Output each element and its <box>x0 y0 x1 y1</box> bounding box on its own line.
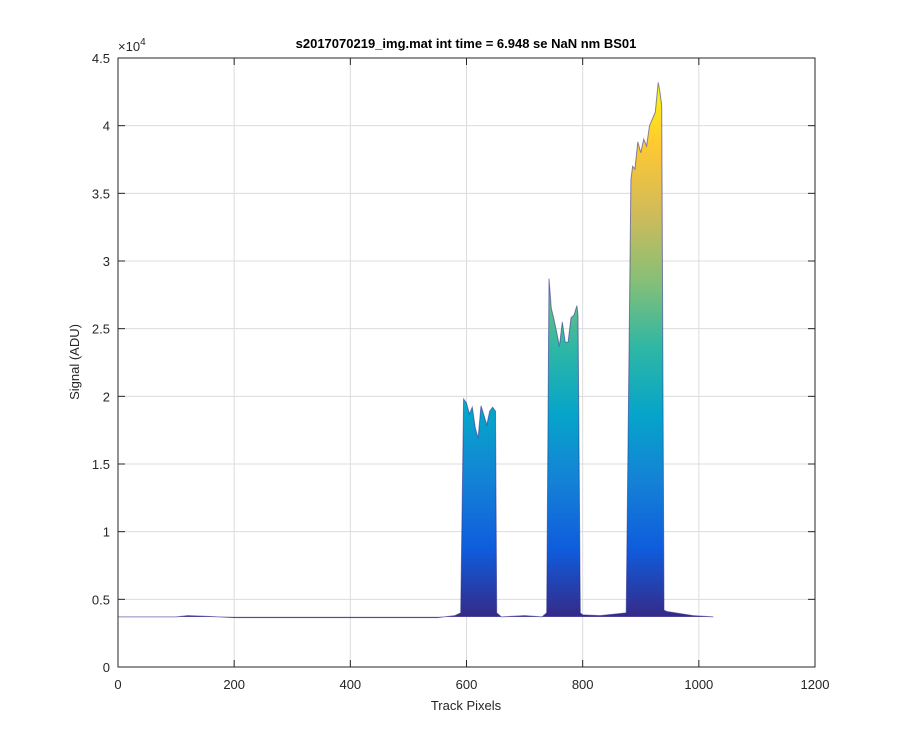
tick-marks <box>117 57 816 668</box>
x-tick-label: 1200 <box>801 677 830 692</box>
y-tick-labels: 0 0.5 1 1.5 2 2.5 3 3.5 4 4.5 <box>92 51 110 675</box>
x-tick-label: 200 <box>223 677 245 692</box>
x-tick-label: 600 <box>456 677 478 692</box>
y-tick-label: 2 <box>103 389 110 404</box>
x-tick-labels: 0 200 400 600 800 1000 1200 <box>114 677 829 692</box>
y-tick-label: 4.5 <box>92 51 110 66</box>
grid-lines <box>118 58 815 667</box>
y-tick-label: 1.5 <box>92 457 110 472</box>
x-tick-label: 1000 <box>684 677 713 692</box>
chart-title: s2017070219_img.mat int time = 6.948 se … <box>296 36 637 51</box>
x-axis-label: Track Pixels <box>431 698 502 713</box>
series-area <box>118 82 714 618</box>
x-tick-label: 400 <box>339 677 361 692</box>
y-axis-label: Signal (ADU) <box>67 324 82 400</box>
y-tick-label: 3 <box>103 254 110 269</box>
y-tick-label: 3.5 <box>92 186 110 201</box>
y-tick-label: 0 <box>103 660 110 675</box>
series-line <box>118 82 714 619</box>
y-exponent-label: ×104 <box>118 37 146 54</box>
x-tick-label: 0 <box>114 677 121 692</box>
y-tick-label: 2.5 <box>92 322 110 337</box>
y-exponent-power: 4 <box>140 37 146 48</box>
y-tick-label: 4 <box>103 119 110 134</box>
x-tick-label: 800 <box>572 677 594 692</box>
y-tick-label: 0.5 <box>92 592 110 607</box>
y-tick-label: 1 <box>103 525 110 540</box>
